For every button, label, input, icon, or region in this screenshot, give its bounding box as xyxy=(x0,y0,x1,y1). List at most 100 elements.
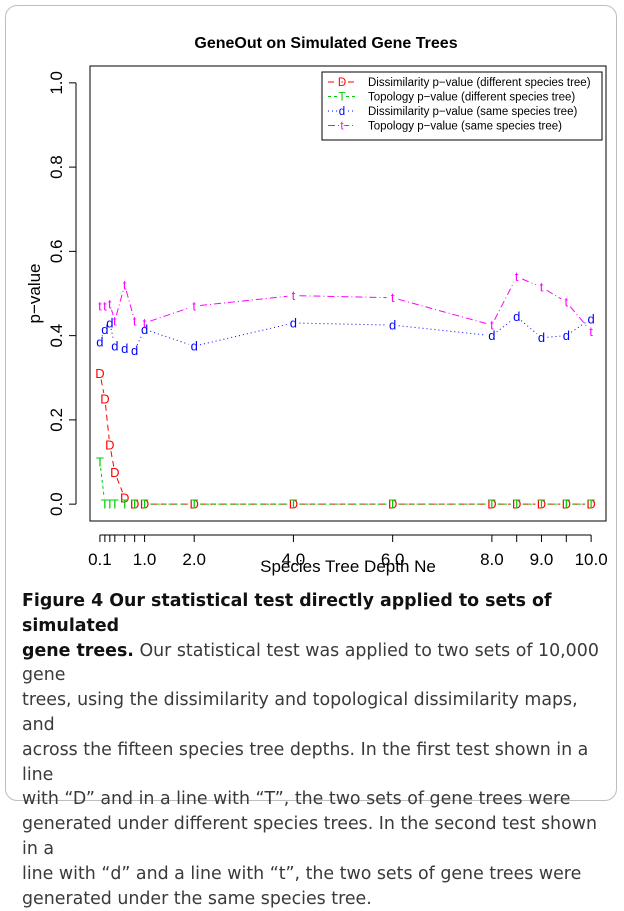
series-2-segment-12 xyxy=(547,335,561,338)
caption-line-2: gene trees. Our statistical test was app… xyxy=(22,640,599,686)
caption-line-5: with “D” and in a line with “T”, the two… xyxy=(22,789,571,810)
legend-marker-0: D xyxy=(338,77,346,89)
caption-line-7: line with “d” and a line with “t”, the t… xyxy=(22,863,582,884)
series-3-segment-8 xyxy=(299,295,387,299)
series-2-point-12: d xyxy=(538,330,545,345)
caption-line-4: across the fifteen species tree depths. … xyxy=(22,739,589,785)
series-3-point-2: t xyxy=(108,297,112,312)
series-1-point-12: T xyxy=(538,497,546,512)
series-1-point-10: T xyxy=(488,497,496,512)
series-1-point-8: T xyxy=(289,497,297,512)
caption-line-3: trees, using the dissimilarity and topol… xyxy=(22,690,578,735)
plot-area xyxy=(89,65,607,522)
series-0-segment-0 xyxy=(100,379,105,394)
y-tick-label-5: 1.0 xyxy=(47,71,66,95)
series-0-point-4: D xyxy=(120,490,129,505)
series-2-segment-13 xyxy=(570,321,587,333)
series-2-point-6: d xyxy=(141,322,148,337)
series-0-segment-2 xyxy=(110,450,115,467)
series-3-segment-3 xyxy=(115,290,124,316)
caption-line-6: generated under different species trees.… xyxy=(22,814,597,859)
y-tick-label-2: 0.4 xyxy=(47,324,66,348)
series-2-segment-8 xyxy=(299,322,387,326)
series-1-point-1: T xyxy=(101,497,109,512)
series-0-segment-3 xyxy=(116,477,124,493)
series-2-point-4: d xyxy=(121,341,128,356)
series-2-segment-0 xyxy=(101,334,104,337)
chart-title: GeneOut on Simulated Gene Trees xyxy=(194,35,457,52)
series-3-point-5: t xyxy=(133,313,137,328)
legend-box xyxy=(321,71,603,141)
series-3-segment-9 xyxy=(398,298,487,324)
series-0-point-10: D xyxy=(487,497,496,512)
y-tick-label-0: 0.0 xyxy=(47,492,66,516)
series-3-segment-2 xyxy=(111,309,114,316)
figure-caption: Figure 4 Our statistical test directly a… xyxy=(22,589,614,911)
series-2-point-5: d xyxy=(131,343,138,358)
series-3-point-14: t xyxy=(589,324,593,339)
x-tick-label-7: 10.0 xyxy=(575,550,608,569)
series-1-point-6: T xyxy=(141,497,149,512)
x-tick-label-2: 2.0 xyxy=(182,550,206,569)
legend-marker-2: d xyxy=(339,106,345,118)
series-0-point-6: D xyxy=(140,497,149,512)
series-2-point-14: d xyxy=(587,311,594,326)
y-axis-label: p−value xyxy=(25,263,44,323)
series-0-point-9: D xyxy=(388,497,397,512)
series-0-point-1: D xyxy=(100,391,109,406)
series-2-point-3: d xyxy=(111,339,118,354)
series-0-point-0: D xyxy=(95,366,104,381)
x-tick-label-6: 9.0 xyxy=(530,550,554,569)
legend-marker-3: t xyxy=(340,121,344,133)
x-tick-label-5: 8.0 xyxy=(480,550,504,569)
series-0-point-8: D xyxy=(289,497,298,512)
series-2-point-13: d xyxy=(563,328,570,343)
series-3-point-1: t xyxy=(103,299,107,314)
series-0-segment-1 xyxy=(105,404,110,440)
series-1-point-9: T xyxy=(389,497,397,512)
series-0-point-2: D xyxy=(105,438,114,453)
series-3-point-3: t xyxy=(113,313,117,328)
series-2-segment-6 xyxy=(150,330,189,345)
series-3-point-7: t xyxy=(192,299,196,314)
series-2-segment-11 xyxy=(520,320,538,335)
y-tick-label-1: 0.2 xyxy=(47,408,66,432)
series-3-segment-7 xyxy=(200,295,288,307)
series-0-point-12: D xyxy=(537,497,546,512)
series-3-point-12: t xyxy=(540,280,544,295)
series-2-point-2: d xyxy=(106,315,113,330)
legend-label-3: Topology p−value (same species tree) xyxy=(368,121,562,133)
series-3-segment-6 xyxy=(150,307,189,322)
series-1-point-4: T xyxy=(121,497,129,512)
series-2-point-7: d xyxy=(191,339,198,354)
series-2-segment-10 xyxy=(496,319,513,333)
legend-label-2: Dissimilarity p−value (same species tree… xyxy=(368,106,577,118)
series-2-segment-9 xyxy=(398,325,486,336)
series-2-point-11: d xyxy=(513,309,520,324)
series-3-segment-12 xyxy=(546,289,562,300)
series-0-point-7: D xyxy=(189,497,198,512)
caption-line-1: Figure 4 Our statistical test directly a… xyxy=(22,591,552,636)
legend-label-0: Dissimilarity p−value (different species… xyxy=(368,77,591,89)
series-2-segment-7 xyxy=(199,323,288,346)
series-1-point-0: T xyxy=(96,455,104,470)
x-axis-label: Species Tree Depth Ne xyxy=(260,557,436,576)
series-1-point-5: T xyxy=(131,497,139,512)
series-3-point-4: t xyxy=(123,278,127,293)
series-3-point-6: t xyxy=(143,315,147,330)
series-2-point-10: d xyxy=(488,328,495,343)
series-1-segment-0 xyxy=(100,467,105,499)
series-2-point-0: d xyxy=(96,334,103,349)
series-3-point-8: t xyxy=(292,288,296,303)
legend-label-1: Topology p−value (different species tree… xyxy=(368,92,575,104)
series-3-segment-13 xyxy=(569,306,588,328)
series-1-point-3: T xyxy=(111,497,119,512)
legend-marker-1: T xyxy=(338,92,345,104)
series-3-point-10: t xyxy=(490,318,494,333)
x-tick-label-0: 0.1 xyxy=(88,550,112,569)
series-0-point-3: D xyxy=(110,465,119,480)
series-2-point-8: d xyxy=(290,315,297,330)
series-3-segment-10 xyxy=(494,281,515,320)
series-3-point-11: t xyxy=(515,269,519,284)
series-0-point-14: D xyxy=(586,497,595,512)
